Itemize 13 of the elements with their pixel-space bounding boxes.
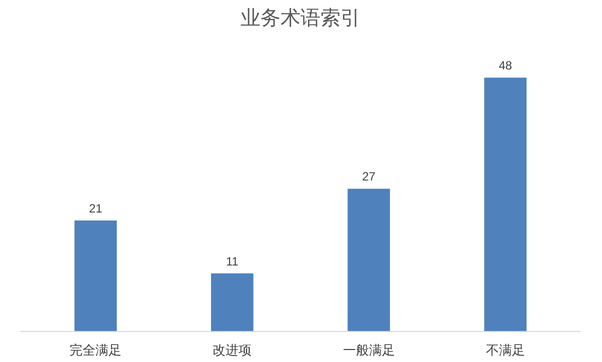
bar	[211, 273, 254, 332]
data-label: 11	[226, 254, 239, 268]
bar	[74, 220, 117, 332]
x-tick-label: 完全满足	[70, 342, 122, 358]
x-tick-label: 一般满足	[342, 342, 395, 358]
bar	[484, 78, 527, 332]
data-label: 48	[498, 58, 512, 73]
chart-title: 业务术语索引	[240, 8, 360, 30]
bar	[348, 188, 390, 332]
data-label: 21	[88, 201, 103, 216]
x-tick-label: 不满足	[486, 342, 525, 358]
x-tick-label: 改进项	[212, 342, 252, 358]
data-label: 27	[362, 170, 376, 184]
